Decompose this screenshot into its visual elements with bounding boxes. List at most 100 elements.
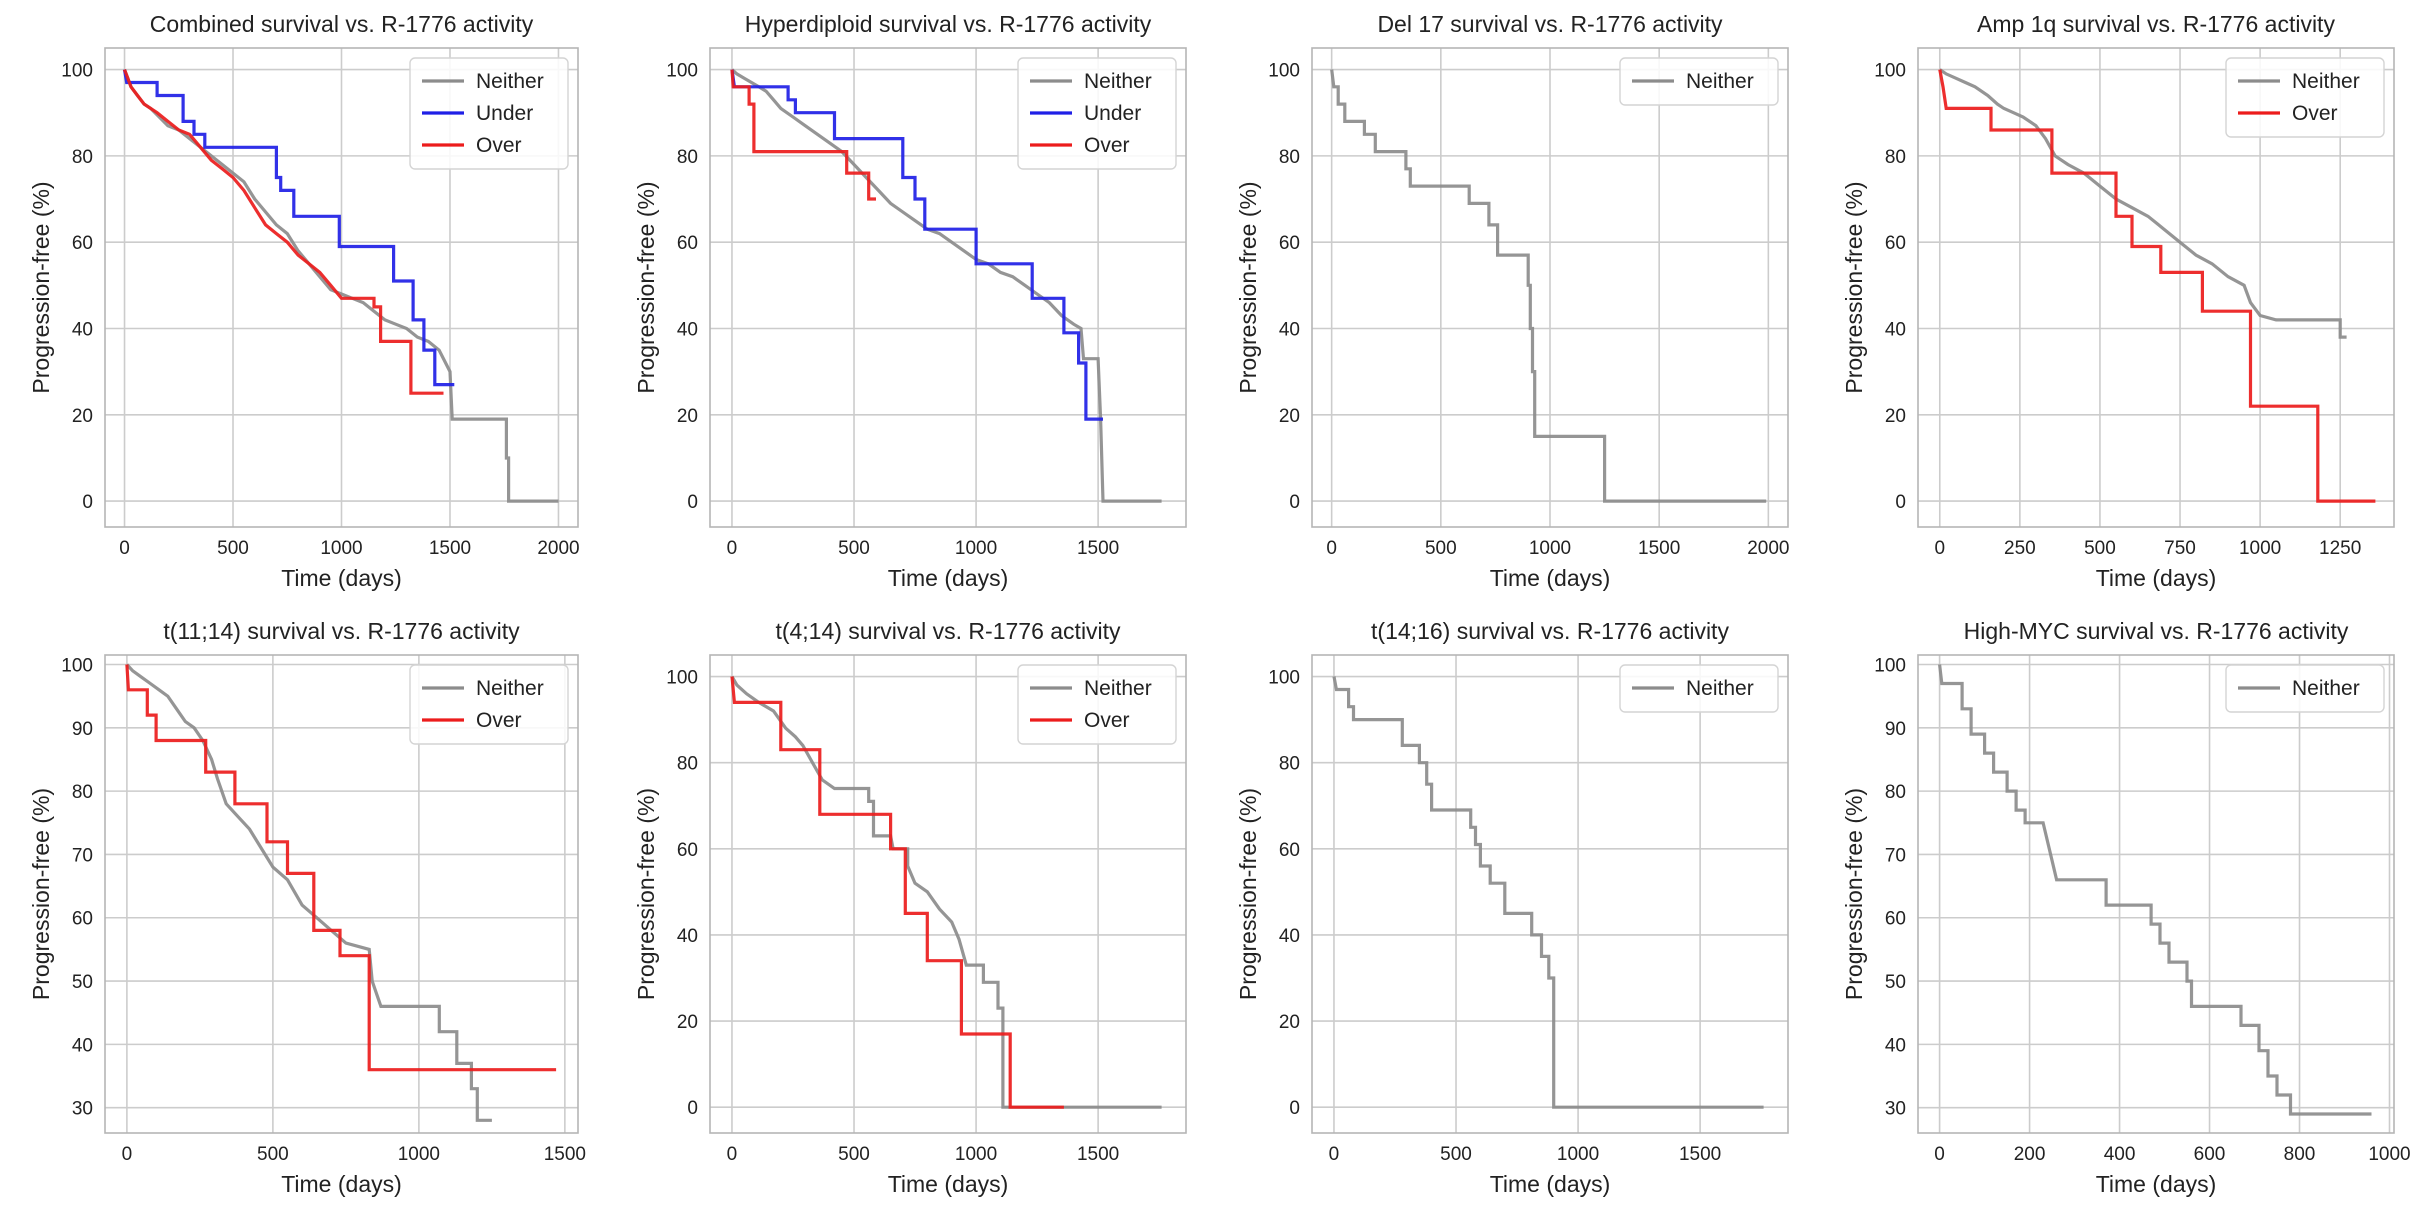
series-line-neither (1332, 676, 1764, 1109)
series-line-over (123, 69, 444, 395)
legend: Neither Under Over (1017, 57, 1177, 170)
series-line-neither (730, 68, 1162, 503)
x-axis-label: Time (days) (1490, 565, 1611, 591)
chart-title: Del 17 survival vs. R-1776 activity (1377, 11, 1723, 37)
x-tick-label: 800 (2284, 1144, 2316, 1165)
x-axis-label: Time (days) (2096, 1171, 2217, 1197)
y-tick-label: 90 (1885, 719, 1906, 740)
x-tick-label: 0 (122, 1144, 133, 1165)
y-tick-label: 40 (1279, 319, 1300, 340)
y-tick-label: 100 (61, 61, 93, 82)
legend-label: Neither (1084, 70, 1152, 93)
x-tick-label: 1000 (320, 538, 362, 559)
y-tick-label: 100 (666, 61, 698, 82)
x-tick-label: 200 (2014, 1144, 2046, 1165)
x-tick-label: 500 (1440, 1144, 1472, 1165)
chart-panel-2: 0 500 1000 1500 0 20 40 60 80 100 Hyperdiploid sur… (633, 11, 1187, 591)
x-tick-label: 1500 (1679, 1144, 1721, 1165)
x-tick-label: 1000 (2239, 538, 2281, 559)
y-tick-label: 40 (1885, 319, 1906, 340)
y-tick-label: 60 (1885, 233, 1906, 254)
legend-box (1017, 57, 1177, 170)
y-tick-label: 100 (1874, 655, 1906, 676)
series-line-neither (1938, 664, 2372, 1116)
y-tick-label: 40 (1279, 926, 1300, 947)
x-axis-label: Time (days) (281, 1171, 402, 1197)
x-tick-label: 2000 (1747, 538, 1789, 559)
legend-label: Over (1084, 134, 1130, 157)
x-tick-label: 0 (119, 538, 130, 559)
chart-title: t(4;14) survival vs. R-1776 activity (775, 618, 1121, 644)
y-tick-label: 80 (1279, 147, 1300, 168)
y-tick-label: 70 (1885, 845, 1906, 866)
y-tick-label: 100 (61, 655, 93, 676)
series-line-over (1938, 69, 2376, 503)
y-tick-label: 80 (72, 782, 93, 803)
x-tick-label: 1500 (1638, 538, 1680, 559)
y-tick-label: 20 (1885, 406, 1906, 427)
y-tick-label: 60 (72, 233, 93, 254)
x-tick-label: 0 (1934, 538, 1945, 559)
x-tick-label: 0 (727, 538, 738, 559)
x-tick-label: 1500 (1077, 538, 1119, 559)
chart-panel-1: 0 500 1000 1500 2000 0 20 40 60 80 100 Combined sur… (28, 11, 580, 591)
x-tick-label: 0 (1934, 1144, 1945, 1165)
x-tick-label: 1000 (1529, 538, 1571, 559)
series-line-neither (1330, 69, 1767, 503)
y-tick-label: 0 (687, 1098, 698, 1119)
y-tick-label: 0 (1289, 1098, 1300, 1119)
y-tick-label: 100 (1874, 61, 1906, 82)
plot-frame (709, 47, 1187, 528)
legend-label: Over (476, 134, 522, 157)
y-tick-label: 80 (1885, 147, 1906, 168)
y-tick-label: 40 (72, 319, 93, 340)
plot-frame (1917, 47, 2395, 528)
series-line-under (122, 69, 455, 387)
chart-panel-3: 0 500 1000 1500 2000 0 20 40 60 80 100 Del 17 survi… (1235, 11, 1789, 591)
legend-label: Neither (1084, 677, 1152, 700)
x-tick-label: 500 (257, 1144, 289, 1165)
y-tick-label: 60 (677, 233, 698, 254)
y-tick-label: 100 (1268, 61, 1300, 82)
legend-label: Over (1084, 709, 1130, 732)
chart-panel-6: 0 500 1000 1500 0 20 40 60 80 100 t(4;14) survival… (633, 618, 1187, 1197)
y-tick-label: 60 (677, 840, 698, 861)
x-tick-label: 1500 (1077, 1144, 1119, 1165)
x-tick-label: 600 (2194, 1144, 2226, 1165)
series-line-over (730, 69, 876, 201)
y-tick-label: 20 (72, 406, 93, 427)
y-tick-label: 40 (1885, 1035, 1906, 1056)
x-tick-label: 2000 (537, 538, 579, 559)
y-tick-label: 0 (82, 492, 93, 513)
x-tick-label: 1000 (1557, 1144, 1599, 1165)
y-axis-label: Progression-free (%) (1841, 181, 1867, 393)
legend: Neither Over (409, 664, 569, 745)
legend-label: Over (476, 709, 522, 732)
legend-label: Under (1084, 102, 1141, 125)
legend: Neither (1619, 57, 1779, 106)
y-tick-label: 70 (72, 845, 93, 866)
y-tick-label: 80 (72, 147, 93, 168)
y-tick-label: 60 (1279, 233, 1300, 254)
plot-frame (1917, 654, 2395, 1134)
chart-panel-4: 0 250 500 750 1000 1250 0 20 40 60 80 100 Amp 1q sur… (1841, 11, 2395, 591)
y-axis-label: Progression-free (%) (1841, 788, 1867, 1000)
legend-label: Neither (476, 70, 544, 93)
x-tick-label: 500 (838, 1144, 870, 1165)
x-tick-label: 1000 (955, 538, 997, 559)
legend-box (409, 664, 569, 745)
y-axis-label: Progression-free (%) (28, 788, 54, 1000)
x-axis-label: Time (days) (2096, 565, 2217, 591)
x-tick-label: 1000 (955, 1144, 997, 1165)
legend: Neither Under Over (409, 57, 569, 170)
legend: Neither (2225, 664, 2385, 713)
legend-box (1619, 664, 1779, 713)
x-tick-label: 0 (1326, 538, 1337, 559)
x-tick-label: 750 (2164, 538, 2196, 559)
y-axis-label: Progression-free (%) (28, 181, 54, 393)
legend-label: Under (476, 102, 533, 125)
y-tick-label: 0 (1289, 492, 1300, 513)
x-axis-label: Time (days) (281, 565, 402, 591)
y-tick-label: 90 (72, 719, 93, 740)
